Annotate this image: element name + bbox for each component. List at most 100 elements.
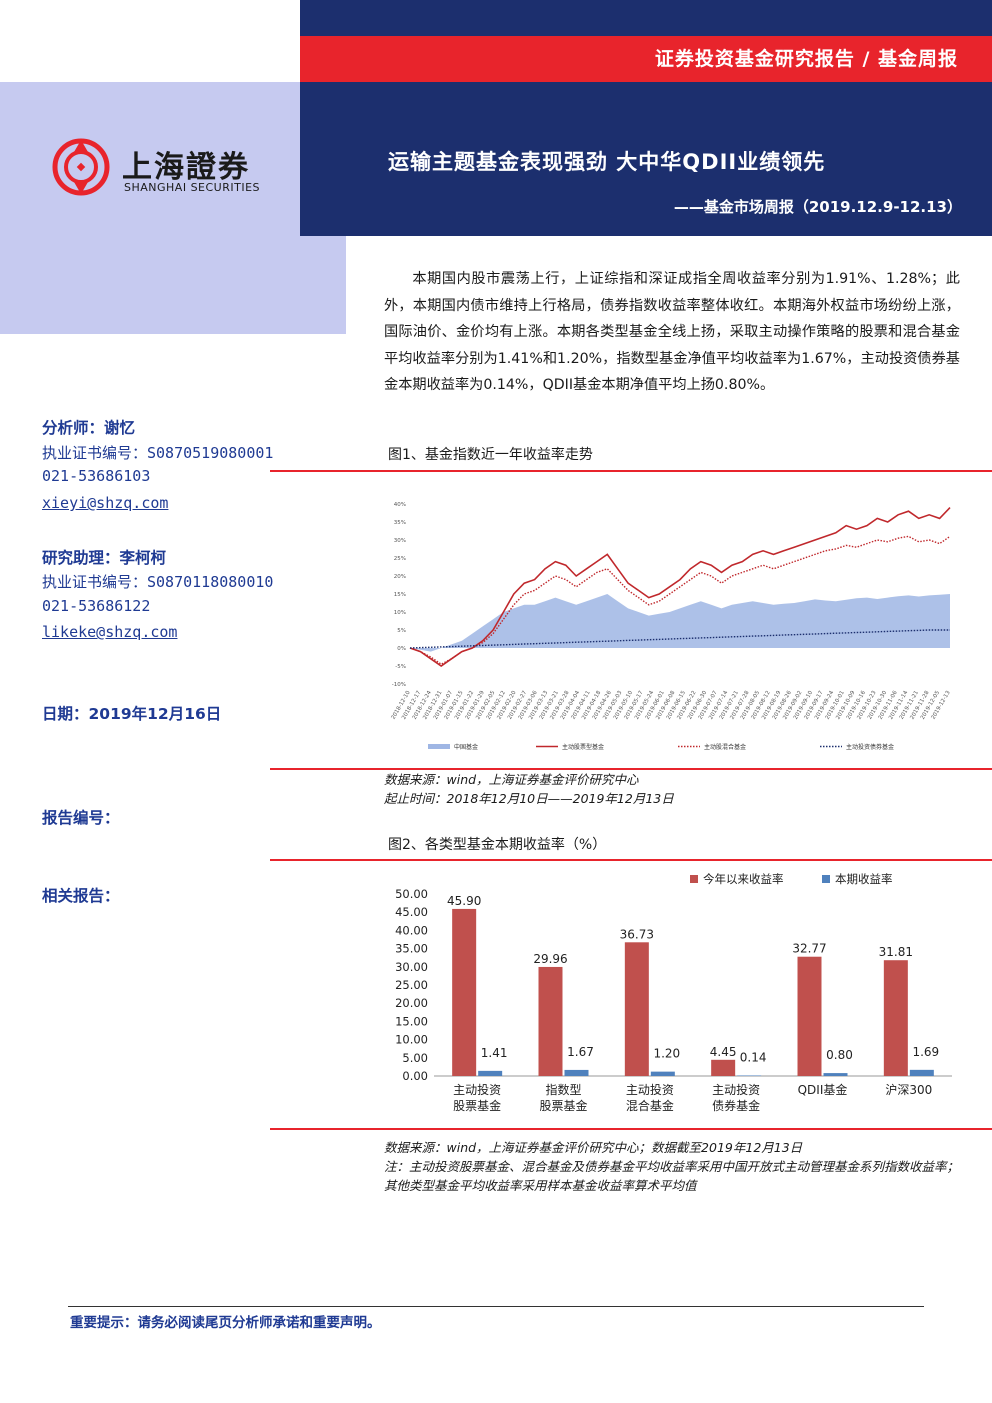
y-tick-label: 10.00 [395,1033,428,1047]
category-label: QDII基金 [798,1082,848,1097]
bar-0 [538,966,563,1076]
y-tick-label: 30.00 [395,960,428,974]
report-title: 运输主题基金表现强劲 大中华QDII业绩领先 [388,150,826,174]
legend-label: 主动股混合基金 [704,743,746,751]
category-label: 主动投资 [453,1082,501,1097]
assistant-cert: 执业证书编号：S0870118080010 [42,573,274,591]
series-line-2 [409,535,951,666]
category-label: 主动投资 [712,1082,760,1097]
legend-swatch [822,875,830,883]
y-tick-label: 15% [394,592,406,598]
y-tick-label: 15.00 [395,1014,428,1028]
y-tick-label: 20% [394,574,406,580]
figure1-bottom-rule [270,768,992,770]
data-label: 4.45 [710,1045,737,1059]
bar-1 [478,1070,503,1076]
category-label: 股票基金 [539,1098,587,1113]
y-tick-label: 40% [394,502,406,508]
y-tick-label: 25.00 [395,978,428,992]
data-label: 45.90 [447,894,481,908]
y-tick-label: 40.00 [395,923,428,937]
y-tick-label: 30% [394,538,406,544]
figure2-bottom-rule [270,1128,992,1130]
analyst-phone: 021-53686103 [42,467,151,485]
y-tick-label: 10% [394,610,406,616]
report-series: 证券投资基金研究报告 / 基金周报 [654,48,958,70]
report-subtitle: ——基金市场周报（2019.12.9-12.13） [673,198,962,216]
y-tick-label: 5.00 [402,1051,428,1065]
footer-rule [68,1306,924,1307]
legend-label: 本期收益率 [835,872,893,886]
fund-returns-bar-chart: 0.00 5.00 10.00 15.00 20.00 25.00 30.00 35.00 40… [395,872,952,1113]
figure2-top-rule [270,859,992,861]
data-label: 0.80 [826,1048,853,1062]
logo-chinese: 上海證券 [122,150,250,185]
series-line-1 [409,507,951,667]
legend-swatch [428,744,450,749]
category-label: 沪深300 [885,1083,932,1097]
logo-english: SHANGHAI SECURITIES [124,181,261,194]
category-label: 债券基金 [712,1098,760,1113]
data-label: 1.41 [481,1046,508,1060]
data-label: 29.96 [533,952,567,966]
y-tick-label: 50.00 [395,887,428,901]
report-number-label: 报告编号： [42,809,120,827]
series-line-3 [409,629,950,649]
y-tick-label: 35.00 [395,942,428,956]
legend-label: 中国基金 [454,743,478,751]
figure2-caption: 图2、各类型基金本期收益率（%） [388,837,607,853]
y-tick-label: 45.00 [395,905,428,919]
assistant-name: 研究助理：李柯柯 [42,549,167,567]
legend-label: 主动投资债券基金 [846,743,894,751]
y-tick-label: 0% [397,646,406,652]
bar-1 [909,1069,934,1076]
footer-notice: 重要提示：请务必阅读尾页分析师承诺和重要声明。 [70,1315,381,1331]
y-tick-label: 0.00 [402,1069,428,1083]
y-tick-label: 20.00 [395,996,428,1010]
bar-0 [624,942,649,1076]
y-tick-label: -5% [395,664,406,670]
analyst-name: 分析师：谢忆 [42,419,136,437]
data-label: 31.81 [879,945,913,959]
side-panel [0,236,346,334]
assistant-email-link[interactable]: likeke@shzq.com [42,623,178,641]
figure1-top-rule [270,470,992,472]
series-area-0 [410,594,950,652]
category-label: 指数型 [545,1082,581,1097]
bar-1 [564,1069,589,1076]
assistant-phone: 021-53686122 [42,597,151,615]
y-tick-label: 25% [394,556,406,562]
legend-label: 今年以来收益率 [703,872,784,886]
summary-paragraph: 本期国内股市震荡上行，上证综指和深证成指全周收益率分别为1.91%、1.28%；… [384,271,960,393]
y-tick-label: 5% [397,628,406,634]
category-label: 主动投资 [626,1082,674,1097]
fund-index-line-chart: -10%-5%0%5%10%15%20%25%30%35%40%2018-12-… [391,502,952,751]
bar-1 [650,1071,675,1076]
data-label: 32.77 [792,942,826,956]
bar-1 [823,1073,848,1076]
bar-0 [452,908,477,1076]
data-label: 0.14 [740,1050,767,1064]
data-label: 36.73 [620,927,654,941]
related-reports-label: 相关报告： [42,887,120,905]
figure2-note: 注：主动投资股票基金、混合基金及债券基金平均收益率采用中国开放式主动管理基金系列… [384,1159,960,1193]
legend-label: 主动股票型基金 [562,743,604,751]
data-label: 1.20 [653,1047,680,1061]
legend-swatch [690,875,698,883]
figure1-period: 起止时间：2018年12月10日——2019年12月13日 [384,791,674,806]
category-label: 股票基金 [453,1098,501,1113]
figure1-caption: 图1、基金指数近一年收益率走势 [388,447,593,463]
figure2-source: 数据来源：wind，上海证券基金评价研究中心；数据截至2019年12月13日 [384,1140,803,1155]
y-tick-label: 35% [394,520,406,526]
analyst-cert: 执业证书编号：S0870519080001 [42,444,274,462]
analyst-email-link[interactable]: xieyi@shzq.com [42,494,169,512]
figure1-source: 数据来源：wind，上海证券基金评价研究中心 [384,772,639,787]
bar-0 [711,1059,736,1076]
data-label: 1.67 [567,1045,594,1059]
bar-0 [797,956,822,1076]
shanghai-securities-logo-icon [52,138,110,196]
header-series-bar [300,36,992,82]
logo-panel [0,82,300,236]
bar-0 [883,960,908,1076]
bar-1 [737,1075,762,1076]
